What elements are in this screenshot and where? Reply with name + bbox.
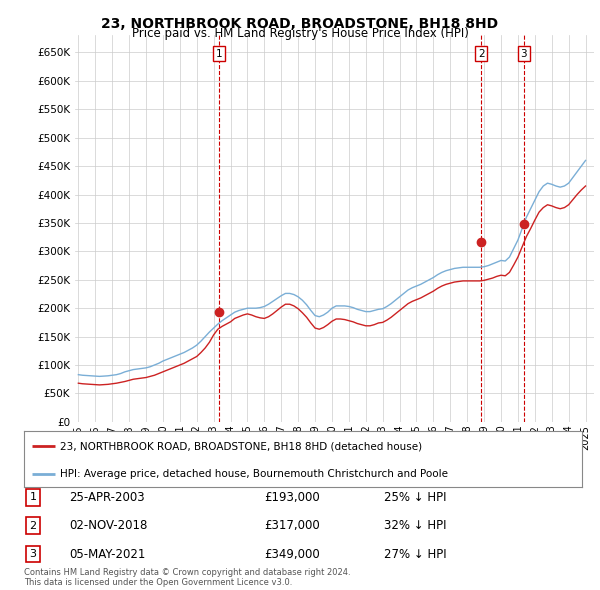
Text: 2: 2 (478, 48, 485, 58)
Text: 25-APR-2003: 25-APR-2003 (69, 491, 145, 504)
Text: 2: 2 (29, 521, 37, 530)
Text: Contains HM Land Registry data © Crown copyright and database right 2024.
This d: Contains HM Land Registry data © Crown c… (24, 568, 350, 587)
Text: 23, NORTHBROOK ROAD, BROADSTONE, BH18 8HD: 23, NORTHBROOK ROAD, BROADSTONE, BH18 8H… (101, 17, 499, 31)
Text: 32% ↓ HPI: 32% ↓ HPI (384, 519, 446, 532)
Text: £349,000: £349,000 (264, 548, 320, 560)
Text: 3: 3 (29, 549, 37, 559)
Text: £317,000: £317,000 (264, 519, 320, 532)
Text: 05-MAY-2021: 05-MAY-2021 (69, 548, 145, 560)
Text: 1: 1 (215, 48, 222, 58)
Text: Price paid vs. HM Land Registry's House Price Index (HPI): Price paid vs. HM Land Registry's House … (131, 27, 469, 40)
Text: 02-NOV-2018: 02-NOV-2018 (69, 519, 148, 532)
Text: £193,000: £193,000 (264, 491, 320, 504)
Text: HPI: Average price, detached house, Bournemouth Christchurch and Poole: HPI: Average price, detached house, Bour… (60, 470, 448, 480)
Text: 27% ↓ HPI: 27% ↓ HPI (384, 548, 446, 560)
Text: 3: 3 (521, 48, 527, 58)
Text: 23, NORTHBROOK ROAD, BROADSTONE, BH18 8HD (detached house): 23, NORTHBROOK ROAD, BROADSTONE, BH18 8H… (60, 441, 422, 451)
Text: 25% ↓ HPI: 25% ↓ HPI (384, 491, 446, 504)
Text: 1: 1 (29, 493, 37, 502)
